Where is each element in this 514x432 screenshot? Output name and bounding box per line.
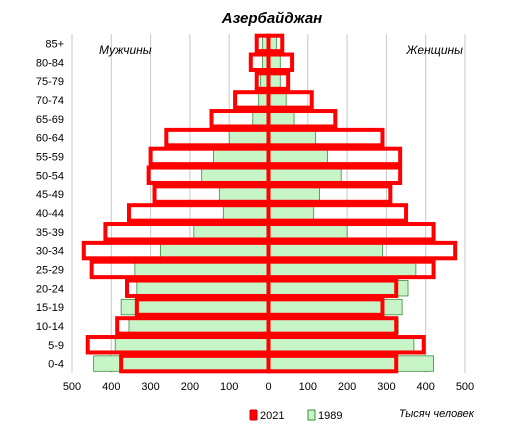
bar-1989-male [222, 204, 269, 222]
y-tick-label: 35-39 [36, 227, 64, 239]
bar-1989-female [268, 204, 315, 222]
bar-1989-male [201, 167, 269, 184]
bar-1989-female [268, 148, 328, 165]
y-tick-label: 65-69 [36, 114, 64, 126]
bar-1989-male [160, 242, 269, 259]
y-tick-label: 5-9 [48, 340, 64, 352]
y-tick-label: 15-19 [36, 302, 64, 314]
y-tick-label: 70-74 [36, 95, 64, 107]
y-tick-label: 0-4 [48, 359, 64, 371]
unit-label: Тысяч человек [399, 408, 475, 420]
bar-1989-male [228, 129, 269, 146]
legend-label-1989: 1989 [318, 410, 342, 422]
bar-1989-male [120, 298, 269, 316]
y-tick-label: 25-29 [36, 264, 64, 276]
left-side-label: Мужчины [99, 43, 152, 57]
y-tick-label: 40-44 [36, 208, 64, 220]
bar-1989-male [252, 110, 269, 127]
y-tick-label: 30-34 [36, 246, 64, 258]
legend-swatch-2021 [249, 409, 258, 421]
x-tick-label: 400 [417, 381, 435, 393]
series-1989 [93, 35, 434, 372]
x-tick-label: 500 [456, 381, 474, 393]
x-tick-label: 0 [265, 381, 271, 393]
bar-1989-female [268, 336, 415, 353]
y-tick-label: 45-49 [36, 189, 64, 201]
x-tick-label: 300 [141, 381, 159, 393]
bar-1989-female [268, 242, 383, 259]
x-axis-labels: 500 400 300 200 100 0 100 200 300 400 500 [63, 381, 474, 393]
bar-1989-female [268, 91, 287, 109]
legend-label-2021: 2021 [260, 410, 284, 422]
x-tick-label: 200 [181, 381, 199, 393]
y-tick-label: 80-84 [36, 57, 64, 69]
x-tick-label: 100 [220, 381, 238, 393]
y-tick-label: 50-54 [36, 170, 64, 182]
bar-1989-female [268, 355, 434, 372]
y-tick-label: 85+ [45, 38, 64, 50]
legend: 2021 1989 [249, 409, 342, 422]
bar-1989-female [268, 129, 317, 146]
bar-1989-female [268, 167, 342, 184]
bar-1989-male [134, 261, 269, 278]
y-tick-label: 10-14 [36, 321, 64, 333]
bar-1989-female [268, 185, 320, 203]
bar-1989-male [213, 148, 269, 165]
bar-1989-female [268, 110, 295, 127]
bar-1989-female [268, 223, 348, 240]
bar-1989-male [136, 280, 269, 297]
bar-1989-male [128, 317, 269, 335]
bar-1989-male [114, 336, 269, 353]
legend-swatch-1989 [307, 409, 316, 421]
y-tick-label: 75-79 [36, 76, 64, 88]
y-tick-label: 60-64 [36, 133, 64, 145]
x-tick-label: 500 [63, 381, 81, 393]
y-axis-labels: 0-4 5-9 10-14 15-19 20-24 25-29 30-34 35-39 40-4… [36, 38, 64, 370]
y-tick-label: 55-59 [36, 151, 64, 163]
bar-1989-female [268, 280, 409, 297]
x-tick-label: 400 [102, 381, 120, 393]
bar-1989-female [268, 317, 399, 335]
x-tick-label: 300 [377, 381, 395, 393]
y-tick-label: 20-24 [36, 283, 64, 295]
x-tick-label: 200 [338, 381, 356, 393]
bar-1989-female [268, 261, 417, 278]
chart-title: Азербайджан [221, 10, 323, 27]
right-side-label: Женщины [405, 43, 463, 57]
x-tick-label: 100 [299, 381, 317, 393]
bar-1989-male [193, 223, 269, 240]
bar-1989-male [218, 185, 269, 203]
